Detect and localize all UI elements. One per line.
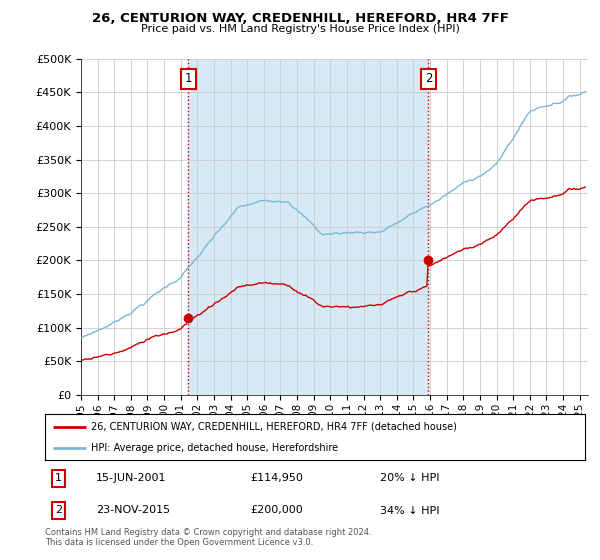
- Text: 34% ↓ HPI: 34% ↓ HPI: [380, 506, 439, 516]
- Text: Contains HM Land Registry data © Crown copyright and database right 2024.
This d: Contains HM Land Registry data © Crown c…: [45, 528, 371, 548]
- Bar: [188, 59, 428, 395]
- Text: 26, CENTURION WAY, CREDENHILL, HEREFORD, HR4 7FF (detached house): 26, CENTURION WAY, CREDENHILL, HEREFORD,…: [91, 422, 457, 432]
- Text: 20% ↓ HPI: 20% ↓ HPI: [380, 473, 439, 483]
- Text: 23-NOV-2015: 23-NOV-2015: [96, 506, 170, 516]
- Text: 15-JUN-2001: 15-JUN-2001: [96, 473, 167, 483]
- Text: HPI: Average price, detached house, Herefordshire: HPI: Average price, detached house, Here…: [91, 443, 338, 453]
- Text: £200,000: £200,000: [250, 506, 303, 516]
- Text: 2: 2: [425, 72, 432, 86]
- Text: 1: 1: [185, 72, 192, 86]
- Text: 2: 2: [55, 506, 62, 516]
- Text: Price paid vs. HM Land Registry's House Price Index (HPI): Price paid vs. HM Land Registry's House …: [140, 24, 460, 34]
- Text: £114,950: £114,950: [250, 473, 303, 483]
- Text: 26, CENTURION WAY, CREDENHILL, HEREFORD, HR4 7FF: 26, CENTURION WAY, CREDENHILL, HEREFORD,…: [92, 12, 508, 25]
- Text: 1: 1: [55, 473, 62, 483]
